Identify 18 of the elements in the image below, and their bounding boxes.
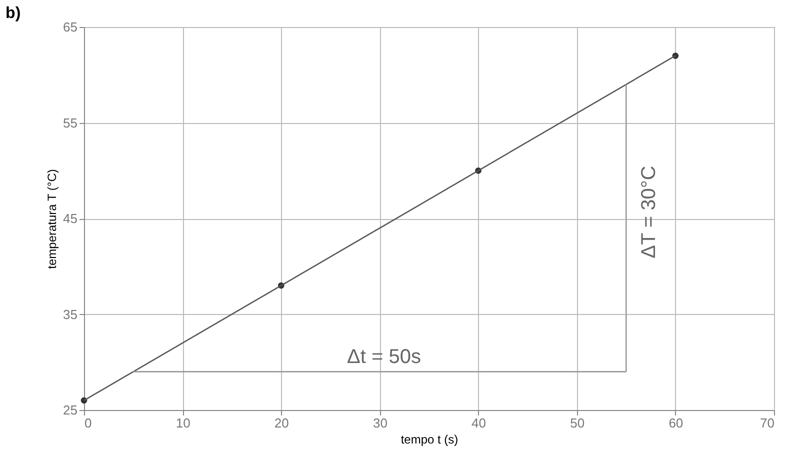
y-tick-label: 55	[63, 115, 78, 130]
x-tick-label: 20	[274, 416, 289, 430]
x-tick-label: 10	[176, 416, 190, 430]
x-tick-label: 30	[372, 416, 388, 430]
annotation: Δt = 50s	[347, 346, 421, 368]
x-tick-label: 50	[570, 416, 585, 430]
x-tick-label: 70	[760, 416, 774, 430]
x-tick-label: 40	[472, 416, 486, 430]
y-axis-title: temperatura T (°C)	[45, 169, 60, 269]
y-tick-label: 25	[63, 402, 78, 418]
annotation: ΔT = 30°C	[638, 166, 660, 258]
x-tick-label: 0	[84, 416, 92, 430]
x-axis-title: tempo t (s)	[400, 432, 458, 446]
y-tick-label: 65	[63, 20, 78, 34]
chart-title: b)	[6, 5, 21, 22]
y-tick-label: 45	[63, 211, 78, 226]
x-tick-label: 60	[668, 416, 684, 430]
y-tick-label: 35	[63, 306, 78, 322]
